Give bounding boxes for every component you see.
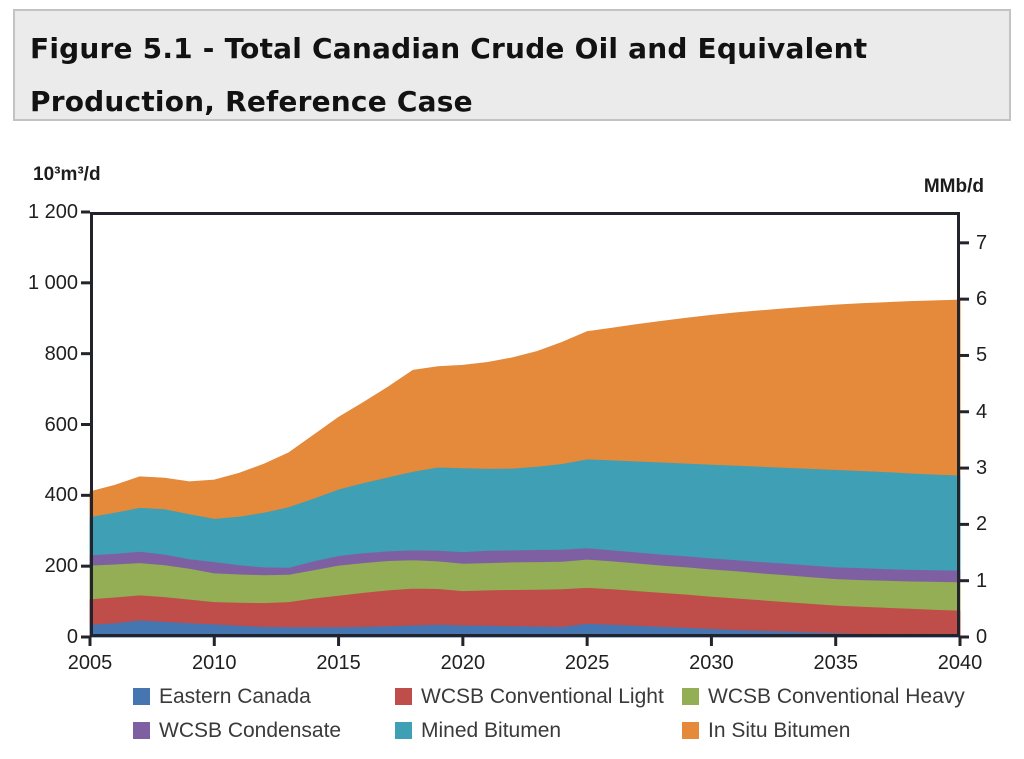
right-axis-tick-label: 7 bbox=[976, 231, 988, 254]
x-axis-tick-label: 2020 bbox=[440, 652, 486, 674]
area-layers bbox=[89, 299, 961, 638]
legend-swatch-icon bbox=[133, 722, 150, 739]
right-axis-tick-label: 6 bbox=[976, 288, 988, 311]
right-axis-tick-label: 3 bbox=[976, 457, 988, 480]
legend-label: WCSB Condensate bbox=[159, 719, 342, 742]
left-axis-tick-label: 400 bbox=[44, 484, 78, 507]
right-axis-tick-label: 0 bbox=[976, 626, 988, 648]
legend-label: In Situ Bitumen bbox=[708, 719, 851, 742]
right-axis-tick-label: 2 bbox=[976, 513, 988, 536]
legend-label: Eastern Canada bbox=[159, 685, 311, 708]
left-axis-tick-label: 600 bbox=[44, 413, 78, 436]
plot-border bbox=[90, 212, 960, 637]
x-axis-tick-label: 2005 bbox=[67, 652, 113, 674]
left-axis-tick-label: 1 000 bbox=[27, 271, 78, 294]
x-axis-tick-label: 2015 bbox=[316, 652, 361, 674]
legend-swatch-icon bbox=[682, 688, 699, 705]
right-axis-tick-label: 5 bbox=[976, 344, 988, 367]
x-axis-tick-label: 2035 bbox=[813, 652, 858, 674]
legend-swatch-icon bbox=[682, 722, 699, 739]
x-axis-tick-label: 2040 bbox=[937, 652, 983, 674]
figure-title: Figure 5.1 - Total Canadian Crude Oil an… bbox=[13, 9, 1011, 121]
axis-layer bbox=[81, 210, 969, 646]
left-axis-tick-label: 0 bbox=[66, 626, 78, 648]
right-axis-unit-label: MMb/d bbox=[923, 176, 984, 197]
figure-title-line2: Production, Reference Case bbox=[30, 85, 473, 118]
x-axis-tick-label: 2010 bbox=[192, 652, 237, 674]
right-axis-tick-label: 1 bbox=[976, 569, 988, 592]
legend-label: Mined Bitumen bbox=[421, 719, 562, 742]
left-axis-tick-label: 800 bbox=[44, 342, 78, 365]
left-axis-unit-label: 10³m³/d bbox=[33, 164, 101, 185]
left-axis-tick-label: 1 200 bbox=[27, 201, 78, 223]
legend-swatch-icon bbox=[133, 688, 150, 705]
x-axis-tick-label: 2030 bbox=[689, 652, 734, 674]
x-axis-tick-label: 2025 bbox=[564, 652, 610, 674]
legend-swatch-icon bbox=[395, 722, 412, 739]
left-axis-tick-label: 200 bbox=[44, 555, 78, 578]
legend-swatch-icon bbox=[395, 688, 412, 705]
legend-label: WCSB Conventional Heavy bbox=[708, 685, 965, 708]
legend-label: WCSB Conventional Light bbox=[421, 685, 664, 708]
right-axis-tick-label: 4 bbox=[976, 400, 988, 423]
figure-title-line1: Figure 5.1 - Total Canadian Crude Oil an… bbox=[30, 32, 868, 65]
